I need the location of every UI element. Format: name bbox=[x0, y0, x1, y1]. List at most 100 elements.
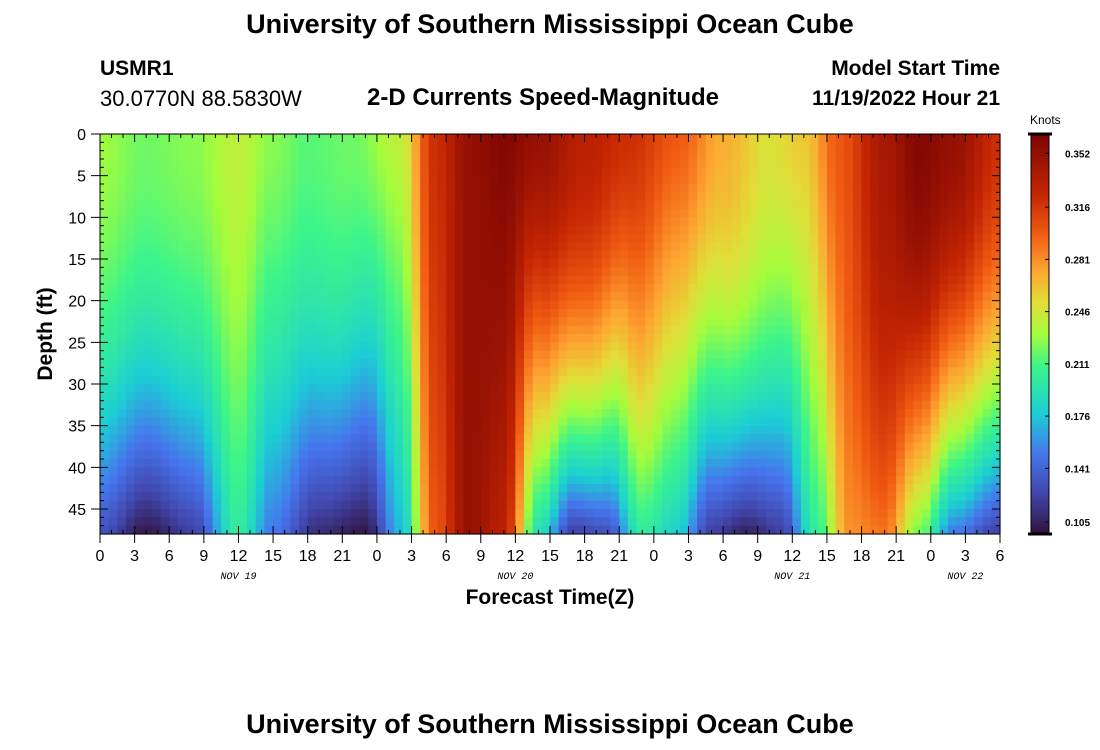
heatmap-cell bbox=[125, 342, 136, 352]
heatmap-cell bbox=[826, 242, 837, 252]
heatmap-cell bbox=[688, 384, 698, 393]
heatmap-cell bbox=[627, 167, 638, 177]
heatmap-cell bbox=[757, 442, 767, 452]
heatmap-cell bbox=[203, 384, 214, 393]
heatmap-cell bbox=[290, 250, 300, 260]
heatmap-cell bbox=[169, 459, 179, 468]
heatmap-cell bbox=[402, 450, 413, 460]
heatmap-cell bbox=[316, 284, 326, 293]
heatmap-cell bbox=[653, 192, 664, 202]
heatmap-cell bbox=[195, 492, 205, 502]
heatmap-cell bbox=[307, 417, 317, 427]
heatmap-cell bbox=[255, 517, 266, 527]
heatmap-cell bbox=[169, 375, 179, 385]
heatmap-cell bbox=[212, 417, 222, 427]
heatmap-cell bbox=[939, 234, 949, 243]
heatmap-cell bbox=[238, 409, 248, 418]
heatmap-cell bbox=[307, 234, 317, 243]
heatmap-cell bbox=[575, 317, 586, 327]
heatmap-cell bbox=[671, 342, 681, 352]
heatmap-cell bbox=[532, 234, 542, 243]
heatmap-cell bbox=[627, 284, 638, 293]
heatmap-cell bbox=[385, 292, 395, 302]
heatmap-cell bbox=[454, 509, 465, 518]
heatmap-cell bbox=[809, 517, 819, 527]
heatmap-cell bbox=[852, 134, 863, 143]
heatmap-cell bbox=[913, 517, 923, 527]
heatmap-cell bbox=[100, 167, 110, 177]
heatmap-cell bbox=[723, 392, 733, 402]
heatmap-cell bbox=[186, 417, 196, 427]
heatmap-cell bbox=[766, 234, 776, 243]
heatmap-cell bbox=[749, 509, 759, 518]
heatmap-cell bbox=[904, 259, 915, 268]
heatmap-cell bbox=[974, 434, 984, 443]
heatmap-cell bbox=[809, 284, 819, 293]
heatmap-cell bbox=[307, 159, 317, 168]
heatmap-cell bbox=[212, 359, 222, 368]
heatmap-cell bbox=[480, 334, 491, 343]
heatmap-cell bbox=[679, 509, 690, 518]
heatmap-cell bbox=[454, 442, 465, 452]
heatmap-cell bbox=[100, 400, 110, 410]
heatmap-cell bbox=[948, 517, 958, 527]
heatmap-cell bbox=[307, 250, 317, 260]
heatmap-cell bbox=[247, 175, 257, 185]
heatmap-cell bbox=[506, 259, 516, 268]
heatmap-cell bbox=[428, 484, 439, 493]
heatmap-cell bbox=[316, 134, 326, 143]
heatmap-cell bbox=[524, 334, 534, 343]
heatmap-cell bbox=[766, 367, 776, 377]
heatmap-cell bbox=[593, 142, 603, 152]
heatmap-cell bbox=[636, 284, 646, 293]
heatmap-cell bbox=[299, 284, 309, 293]
heatmap-cell bbox=[281, 209, 291, 218]
heatmap-cell bbox=[134, 325, 144, 335]
heatmap-cell bbox=[697, 259, 707, 268]
heatmap-cell bbox=[437, 292, 447, 302]
heatmap-cell bbox=[766, 267, 776, 277]
heatmap-cell bbox=[541, 184, 551, 193]
heatmap-cell bbox=[281, 425, 291, 435]
heatmap-cell bbox=[151, 517, 162, 527]
heatmap-cell bbox=[247, 200, 257, 210]
heatmap-cell bbox=[290, 175, 300, 185]
heatmap-cell bbox=[325, 400, 335, 410]
heatmap-cell bbox=[818, 167, 828, 177]
heatmap-cell bbox=[766, 350, 776, 360]
heatmap-cell bbox=[688, 150, 698, 160]
heatmap-cell bbox=[948, 375, 958, 385]
heatmap-cell bbox=[541, 325, 551, 335]
heatmap-cell bbox=[316, 409, 326, 418]
heatmap-cell bbox=[385, 317, 395, 327]
heatmap-cell bbox=[350, 167, 361, 177]
heatmap-cell bbox=[653, 375, 664, 385]
heatmap-cell bbox=[238, 300, 248, 310]
heatmap-cell bbox=[273, 492, 283, 502]
heatmap-cell bbox=[826, 284, 837, 293]
heatmap-cell bbox=[948, 284, 958, 293]
heatmap-cell bbox=[151, 242, 162, 252]
heatmap-cell bbox=[437, 284, 447, 293]
heatmap-cell bbox=[368, 484, 378, 493]
heatmap-cell bbox=[887, 259, 897, 268]
heatmap-cell bbox=[480, 259, 491, 268]
heatmap-cell bbox=[688, 434, 698, 443]
heatmap-cell bbox=[783, 467, 793, 477]
heatmap-cell bbox=[394, 325, 404, 335]
heatmap-cell bbox=[870, 350, 880, 360]
heatmap-cell bbox=[653, 367, 664, 377]
heatmap-cell bbox=[835, 309, 845, 318]
heatmap-cell bbox=[506, 342, 516, 352]
heatmap-cell bbox=[697, 459, 707, 468]
heatmap-cell bbox=[195, 184, 205, 193]
heatmap-cell bbox=[316, 225, 326, 235]
heatmap-cell bbox=[671, 259, 681, 268]
heatmap-cell bbox=[143, 450, 153, 460]
heatmap-cell bbox=[177, 275, 188, 285]
heatmap-cell bbox=[627, 267, 638, 277]
heatmap-cell bbox=[186, 450, 196, 460]
heatmap-cell bbox=[532, 225, 542, 235]
heatmap-cell bbox=[619, 500, 629, 510]
heatmap-cell bbox=[567, 325, 577, 335]
